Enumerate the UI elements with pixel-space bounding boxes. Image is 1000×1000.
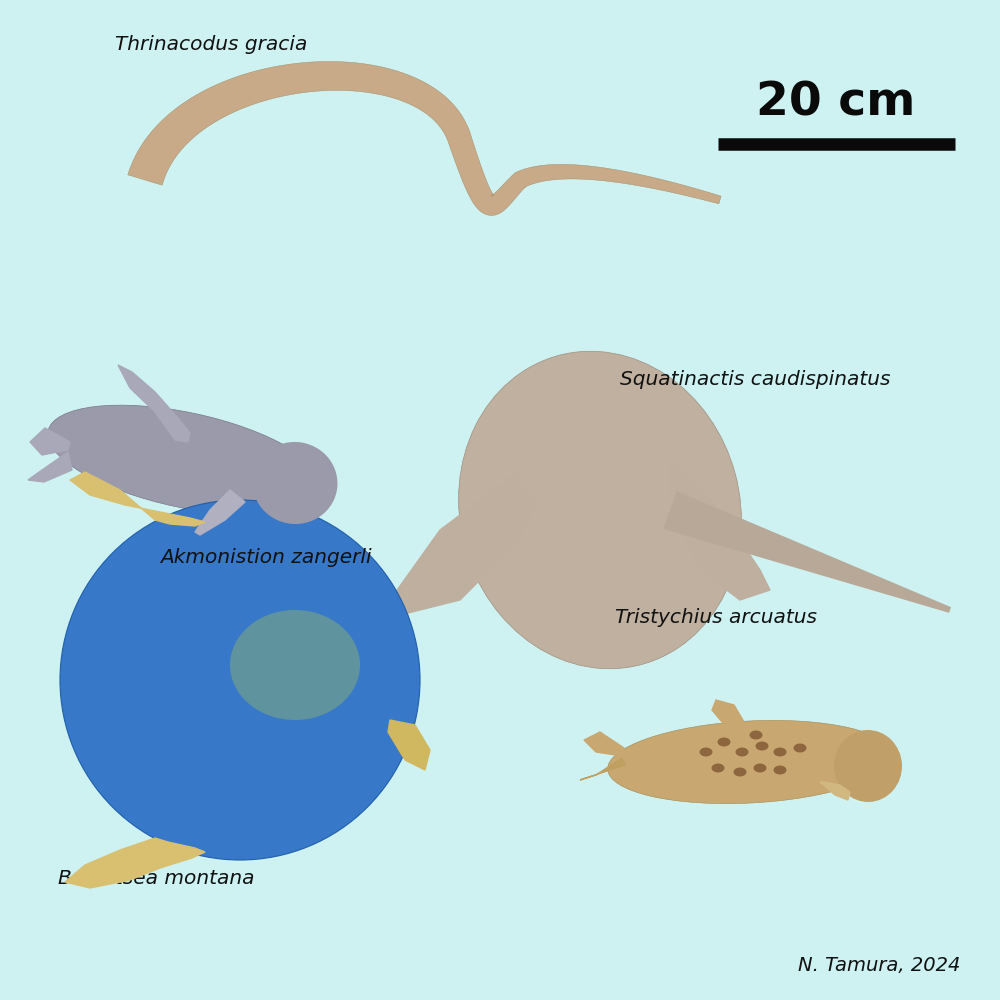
Text: Belantsea montana: Belantsea montana	[58, 869, 254, 888]
Ellipse shape	[515, 405, 635, 515]
Ellipse shape	[60, 500, 420, 860]
Polygon shape	[128, 61, 721, 215]
Ellipse shape	[736, 748, 748, 756]
Polygon shape	[388, 720, 430, 770]
Ellipse shape	[754, 764, 767, 772]
Text: 20 cm: 20 cm	[756, 80, 916, 125]
Text: Squatinactis caudispinatus: Squatinactis caudispinatus	[620, 370, 891, 389]
Polygon shape	[28, 452, 72, 482]
Text: Tristychius arcuatus: Tristychius arcuatus	[615, 608, 817, 627]
Ellipse shape	[750, 730, 763, 740]
Polygon shape	[65, 838, 205, 888]
Polygon shape	[390, 470, 540, 615]
Text: N. Tamura, 2024: N. Tamura, 2024	[798, 956, 960, 975]
Ellipse shape	[794, 744, 806, 752]
Polygon shape	[195, 490, 245, 535]
Ellipse shape	[712, 764, 724, 772]
Polygon shape	[670, 460, 770, 600]
Ellipse shape	[774, 748, 786, 756]
Ellipse shape	[230, 610, 360, 720]
Ellipse shape	[608, 720, 892, 804]
Ellipse shape	[718, 738, 730, 746]
Ellipse shape	[700, 748, 712, 756]
Polygon shape	[584, 732, 624, 756]
Ellipse shape	[834, 730, 902, 802]
Polygon shape	[580, 758, 625, 780]
Polygon shape	[30, 428, 70, 455]
Ellipse shape	[48, 405, 322, 515]
Ellipse shape	[459, 351, 741, 669]
Polygon shape	[663, 491, 951, 613]
Polygon shape	[712, 700, 758, 732]
Text: Akmonistion zangerli: Akmonistion zangerli	[160, 548, 372, 567]
Ellipse shape	[253, 442, 337, 524]
Polygon shape	[778, 722, 800, 738]
Polygon shape	[118, 365, 190, 442]
Polygon shape	[820, 782, 850, 800]
Ellipse shape	[734, 768, 746, 776]
Ellipse shape	[756, 742, 768, 750]
Ellipse shape	[774, 766, 786, 774]
Text: Thrinacodus gracia: Thrinacodus gracia	[115, 35, 307, 54]
Polygon shape	[70, 472, 205, 526]
